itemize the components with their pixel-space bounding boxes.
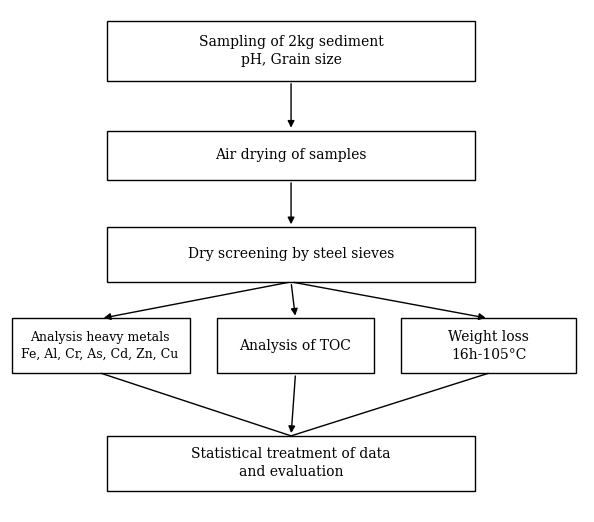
Text: Analysis heavy metals
Fe, Al, Cr, As, Cd, Zn, Cu: Analysis heavy metals Fe, Al, Cr, As, Cd… (21, 331, 178, 361)
Text: Air drying of samples: Air drying of samples (215, 148, 367, 162)
Bar (107, 436, 475, 491)
Text: Analysis of TOC: Analysis of TOC (239, 339, 352, 353)
Bar (107, 130, 475, 180)
Bar (107, 21, 475, 81)
Bar (12, 318, 190, 373)
Text: Statistical treatment of data
and evaluation: Statistical treatment of data and evalua… (191, 447, 391, 480)
Text: Weight loss
16h-105°C: Weight loss 16h-105°C (448, 329, 529, 362)
Bar (401, 318, 576, 373)
Bar (217, 318, 374, 373)
Text: Sampling of 2kg sediment
pH, Grain size: Sampling of 2kg sediment pH, Grain size (198, 34, 384, 67)
Bar (107, 227, 475, 282)
Text: Dry screening by steel sieves: Dry screening by steel sieves (188, 247, 394, 262)
